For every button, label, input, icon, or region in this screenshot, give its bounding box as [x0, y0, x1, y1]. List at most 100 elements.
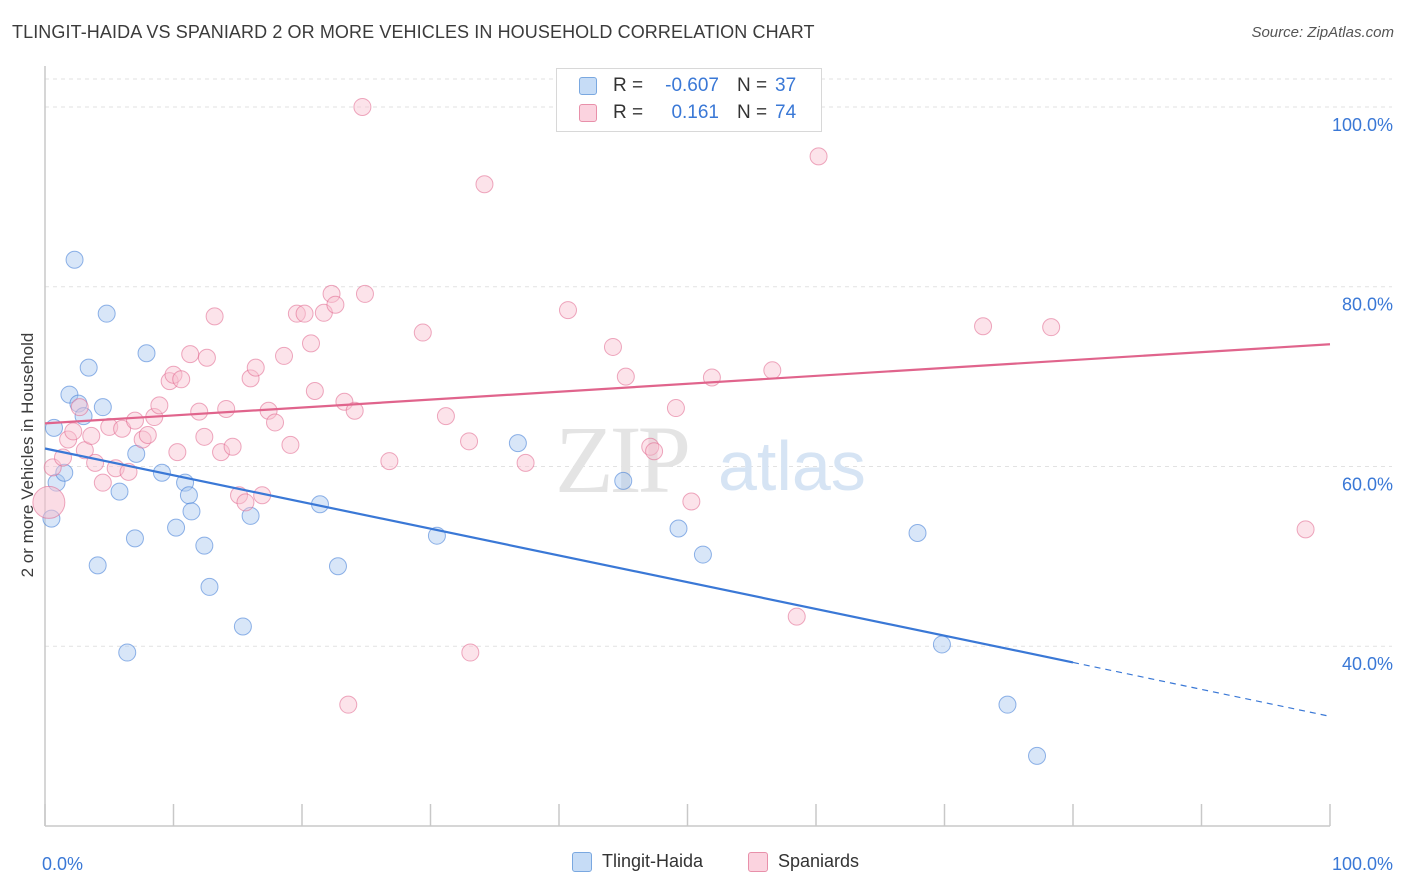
- stats-row-tlingit-haida: R = -0.607 N = 37: [579, 73, 796, 99]
- tlingit-haida-point: [118, 643, 137, 662]
- spaniards-point: [172, 370, 191, 389]
- legend-label: Spaniards: [778, 851, 860, 871]
- watermark: ZIP atlas: [555, 406, 866, 513]
- legend-item-spaniards[interactable]: Spaniards: [748, 851, 859, 872]
- spaniards-point: [461, 643, 480, 662]
- spaniards-point: [1296, 520, 1315, 539]
- n-label: N =: [737, 102, 768, 123]
- tlingit-haida-trend-extension: [1072, 661, 1331, 717]
- spaniards-point: [305, 381, 324, 400]
- n-value: 37: [775, 75, 797, 96]
- spaniards-legend-swatch: [748, 851, 768, 872]
- spaniards-point: [516, 453, 535, 472]
- spaniards-point: [763, 361, 782, 380]
- spaniards-point: [32, 485, 66, 519]
- spaniards-point: [645, 442, 664, 461]
- spaniards-point: [974, 317, 993, 336]
- spaniards-swatch: [579, 104, 597, 122]
- spaniards-point: [275, 346, 294, 365]
- legend-label: Tlingit-Haida: [602, 851, 704, 871]
- spaniards-point: [353, 97, 372, 116]
- y-axis-label: 2 or more Vehicles in Household: [18, 332, 37, 578]
- spaniards-point: [197, 348, 216, 367]
- tlingit-haida-point: [200, 577, 219, 596]
- spaniards-point: [82, 426, 101, 445]
- spaniards-point: [281, 435, 300, 454]
- r-value: -0.607: [665, 75, 719, 96]
- x-tick-label-start: 0.0%: [42, 854, 83, 874]
- spaniards-point: [64, 422, 83, 441]
- spaniards-point: [181, 345, 200, 364]
- spaniards-point: [212, 443, 231, 462]
- watermark-zip: ZIP: [555, 406, 688, 513]
- spaniards-point: [355, 284, 374, 303]
- spaniards-point: [230, 486, 249, 505]
- tlingit-haida-point: [182, 502, 201, 521]
- spaniards-point: [436, 407, 455, 426]
- r-label: R =: [613, 75, 644, 96]
- tlingit-haida-point: [60, 385, 79, 404]
- spaniards-point: [138, 426, 157, 445]
- tlingit-haida-point: [110, 482, 129, 501]
- spaniards-point: [223, 437, 242, 456]
- spaniards-point: [236, 493, 255, 512]
- spaniards-point: [603, 337, 622, 356]
- tlingit-haida-point: [998, 695, 1017, 714]
- tlingit-haida-point: [55, 463, 74, 482]
- spaniards-point: [295, 304, 314, 323]
- spaniards-point: [413, 323, 432, 342]
- tlingit-haida-point: [137, 344, 156, 363]
- spaniards-point: [168, 443, 187, 462]
- spaniards-point: [301, 334, 320, 353]
- spaniards-point: [460, 432, 479, 451]
- legend-item-tlingit-haida[interactable]: Tlingit-Haida: [572, 851, 703, 872]
- spaniards-point: [1042, 318, 1061, 337]
- tlingit-haida-point: [508, 434, 527, 453]
- spaniards-point: [809, 147, 828, 166]
- chart-title: TLINGIT-HAIDA VS SPANIARD 2 OR MORE VEHI…: [12, 22, 815, 42]
- tlingit-haida-point: [65, 250, 84, 269]
- tlingit-haida-point: [669, 519, 688, 538]
- tlingit-haida-point: [167, 518, 186, 537]
- stats-legend: R = -0.607 N = 37 R = 0.161 N = 74: [556, 68, 822, 132]
- watermark-atlas: atlas: [718, 427, 866, 505]
- tlingit-haida-point: [908, 523, 927, 542]
- tlingit-haida-point: [233, 617, 252, 636]
- spaniards-point: [150, 396, 169, 415]
- spaniards-point: [246, 358, 265, 377]
- spaniards-point: [616, 367, 635, 386]
- spaniards-point: [266, 413, 285, 432]
- spaniards-point: [326, 295, 345, 314]
- trend-lines: [44, 343, 1331, 717]
- tlingit-haida-point: [1028, 746, 1047, 765]
- tlingit-haida-point: [79, 358, 98, 377]
- y-tick-label: 80.0%: [1342, 295, 1393, 315]
- spaniards-point: [339, 695, 358, 714]
- r-label: R =: [613, 102, 644, 123]
- spaniards-point: [70, 398, 89, 417]
- spaniards-point: [217, 399, 236, 418]
- spaniards-point: [93, 473, 112, 492]
- spaniards-point: [190, 402, 209, 421]
- stats-row-spaniards: R = 0.161 N = 74: [579, 100, 796, 126]
- spaniards-point: [345, 401, 364, 420]
- spaniards-point: [205, 307, 224, 326]
- axes: [44, 66, 1331, 827]
- series-legend: Tlingit-Haida Spaniards: [0, 851, 1406, 877]
- tlingit-haida-trend-line: [44, 447, 1074, 664]
- tlingit-haida-point: [195, 536, 214, 555]
- spaniards-point: [558, 301, 577, 320]
- source-credit: Source: ZipAtlas.com: [1251, 24, 1394, 41]
- spaniards-point: [666, 399, 685, 418]
- spaniards-point: [113, 419, 132, 438]
- tlingit-haida-point: [328, 557, 347, 576]
- tlingit-haida-point: [179, 486, 198, 505]
- tlingit-haida-point: [693, 545, 712, 564]
- x-tick-label-end: 100.0%: [1332, 854, 1393, 874]
- n-label: N =: [737, 75, 768, 96]
- tlingit-haida-swatch: [579, 77, 597, 95]
- spaniards-point: [682, 492, 701, 511]
- tlingit-haida-point: [88, 556, 107, 575]
- spaniards-point: [195, 427, 214, 446]
